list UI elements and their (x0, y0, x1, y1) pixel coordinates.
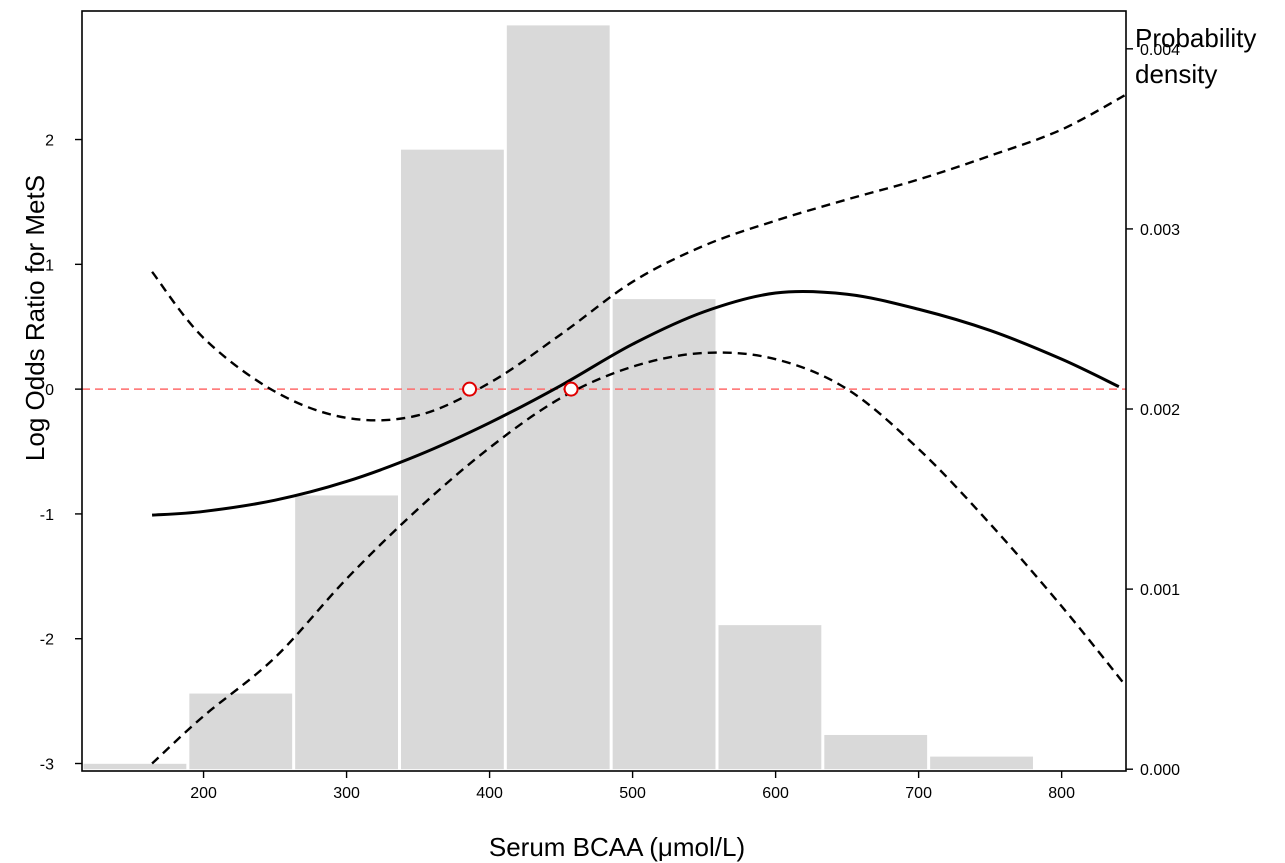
histogram-bar (189, 693, 293, 770)
x-tick-label: 800 (1048, 785, 1075, 802)
y2-tick-label: 0.000 (1140, 762, 1180, 779)
histogram-bar (612, 299, 716, 770)
histogram-bar (930, 756, 1033, 770)
marker-layer (462, 381, 579, 397)
y2-tick-label: 0.002 (1140, 402, 1180, 419)
upper-ci-line (151, 93, 1127, 422)
y-tick-label: 0 (45, 382, 54, 399)
histogram-bar (824, 734, 928, 770)
axis-layer: 200 300 400 500 600 700 800 -3 -2 -1 0 1 2 0.000 0.001… (40, 42, 1180, 802)
threshold-marker (462, 381, 478, 397)
y-tick-label: 1 (45, 257, 54, 274)
x-tick-label: 300 (333, 785, 360, 802)
x-tick-label: 400 (476, 785, 503, 802)
histogram-bar (295, 495, 398, 770)
y2-tick-label: 0.003 (1140, 222, 1180, 239)
curve-layer (151, 93, 1127, 765)
y2-tick-label: 0.004 (1140, 42, 1180, 59)
histogram-layer (83, 25, 1033, 770)
x-tick-label: 600 (762, 785, 789, 802)
histogram-bar (506, 25, 610, 770)
y2-axis-title-line2: density (1135, 59, 1217, 89)
histogram-bar (83, 763, 187, 770)
y2-tick-label: 0.001 (1140, 582, 1180, 599)
lower-ci-line (151, 351, 1127, 765)
y-tick-label: -3 (40, 757, 54, 774)
y-tick-label: -1 (40, 507, 54, 524)
estimate-line (151, 289, 1120, 517)
x-tick-label: 500 (619, 785, 646, 802)
x-tick-label: 700 (905, 785, 932, 802)
y-tick-label: 2 (45, 133, 54, 150)
x-tick-label: 200 (190, 785, 217, 802)
y-tick-label: -2 (40, 632, 54, 649)
x-axis-title: Serum BCAA (μmol/L) (489, 832, 745, 862)
threshold-marker (563, 381, 579, 397)
plot-frame (81, 10, 1127, 772)
histogram-bar (400, 149, 504, 770)
y2-axis-title-line1: Probability (1135, 23, 1256, 53)
histogram-bar (718, 625, 822, 770)
y-axis-title: Log Odds Ratio for MetS (20, 175, 50, 461)
